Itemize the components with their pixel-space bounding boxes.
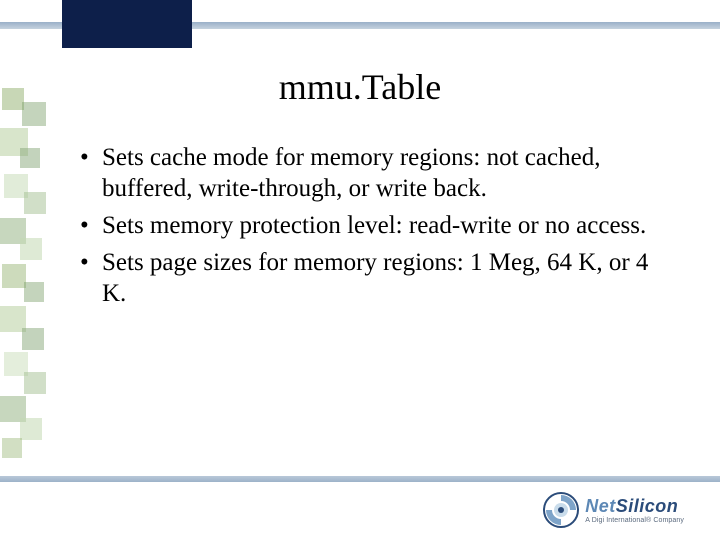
logo-silicon: Silicon [616, 496, 679, 516]
pattern-square [24, 282, 44, 302]
pattern-square [2, 438, 22, 458]
logo-net: Net [585, 496, 616, 516]
bullet-item: Sets page sizes for memory regions: 1 Me… [80, 247, 660, 309]
top-left-block [62, 0, 192, 48]
bullet-list: Sets cache mode for memory regions: not … [80, 142, 660, 315]
pattern-square [20, 238, 42, 260]
bullet-item: Sets cache mode for memory regions: not … [80, 142, 660, 204]
slide-title: mmu.Table [0, 66, 720, 108]
pattern-square [24, 372, 46, 394]
logo-name: NetSilicon [585, 497, 684, 515]
bottom-accent-bar [0, 476, 720, 482]
pattern-square [2, 264, 26, 288]
slide: mmu.Table Sets cache mode for memory reg… [0, 0, 720, 540]
pattern-square [20, 418, 42, 440]
pattern-square [20, 148, 40, 168]
bullet-item: Sets memory protection level: read-write… [80, 210, 660, 241]
left-pattern [0, 88, 46, 460]
logo-tagline: A Digi International® Company [585, 517, 684, 524]
pattern-square [24, 192, 46, 214]
pattern-square [22, 328, 44, 350]
logo-text: NetSilicon A Digi International® Company [585, 497, 684, 524]
brand-logo: NetSilicon A Digi International® Company [543, 492, 684, 528]
logo-mark-icon [543, 492, 579, 528]
